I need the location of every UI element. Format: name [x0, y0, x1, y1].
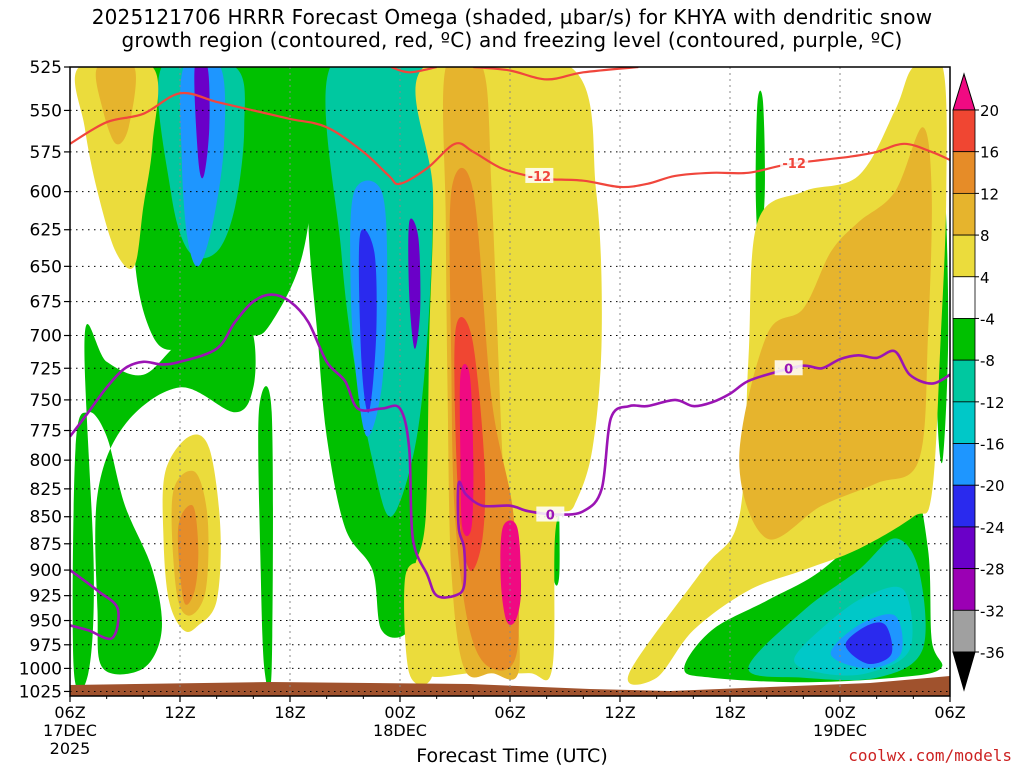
freezing-level-contour [70, 569, 120, 641]
chart-title-line1: 2025121706 HRRR Forecast Omega (shaded, … [91, 5, 933, 29]
colorbar-tick-label: -32 [980, 602, 1005, 620]
omega-region-orange-early-top [95, 67, 136, 145]
colorbar-tick-label: -24 [980, 519, 1005, 537]
contour-labels: -12 -12 0 0 [525, 155, 809, 524]
y-tick-label: 900 [30, 561, 62, 581]
y-tick-label: 650 [30, 257, 62, 277]
y-tick-label: 975 [30, 636, 62, 656]
omega-shading [72, 67, 949, 692]
omega-region-blue-late [845, 622, 893, 665]
omega-region-yellow-low-left [404, 562, 435, 686]
x-axis-label: Forecast Time (UTC) [416, 745, 608, 767]
x-tick-label: 06Z [494, 703, 525, 722]
x-tick-label: 00Z [824, 703, 855, 722]
y-tick-label: 925 [30, 587, 62, 607]
dgz-contour [390, 67, 437, 74]
omega-region-purple-mid [408, 218, 421, 349]
colorbar-tick-label: 4 [980, 269, 990, 287]
grid-lines [70, 67, 950, 696]
colorbar-tick-label: -28 [980, 561, 1005, 579]
omega-region-gold-late [739, 127, 932, 540]
y-tick-label: 775 [30, 422, 62, 442]
colorbar-tick-label: -20 [980, 477, 1005, 495]
colorbar-tick-label: -8 [980, 352, 995, 370]
colorbar-segment [952, 526, 976, 570]
colorbar-segment [952, 359, 976, 403]
y-tick-label: 700 [30, 327, 62, 347]
x-tick-label: 12Z [604, 703, 635, 722]
y-tick-label: 750 [30, 391, 62, 411]
dgz-contour [473, 67, 639, 81]
x-tick-label: 12Z [164, 703, 195, 722]
y-tick-label: 1025 [19, 682, 62, 702]
colorbar-tick-label: 12 [980, 185, 999, 203]
colorbar-segment [952, 401, 976, 444]
colorbar-segment [952, 443, 976, 486]
x-tick-date: 19DEC [813, 721, 867, 740]
colorbar-tick-label: 16 [980, 144, 999, 162]
x-tick-label: 18Z [714, 703, 745, 722]
colorbar-segment [952, 484, 976, 528]
colorbar-tick-label: 8 [980, 227, 990, 245]
freezing-level-label: 0 [546, 509, 555, 524]
omega-region-orange-early-low [177, 504, 199, 605]
x-tick-date: 17DEC [43, 721, 97, 740]
x-tick-label: 06Z [934, 703, 965, 722]
y-tick-label: 550 [30, 101, 62, 121]
colorbar-segment [952, 151, 976, 194]
y-tick-label: 800 [30, 451, 62, 471]
dgz-contour [70, 91, 950, 189]
freezing-level-label-bg [774, 360, 803, 376]
y-tick-label: 675 [30, 293, 62, 313]
x-tick-date: 18DEC [373, 721, 427, 740]
omega-region-magenta-b [500, 520, 522, 625]
x-tick-label: 00Z [384, 703, 415, 722]
y-tick-label: 725 [30, 359, 62, 379]
omega-region-yellow-early-top [74, 67, 159, 269]
chart-title-line2: growth region (contoured, red, ºC) and f… [121, 28, 903, 52]
colorbar-segment [952, 609, 976, 653]
freezing-level-label: 0 [784, 362, 793, 377]
colorbar-tick-label: -4 [980, 310, 995, 328]
dgz-contour-label-bg [525, 167, 554, 183]
dgz-contour-label-bg [780, 155, 809, 171]
colorbar-bottom-arrow [952, 651, 976, 692]
y-axis: 525 550 575 600 625 650 675 700 725 750 775 800 825 8… [19, 58, 70, 702]
source-credit: coolwx.com/models [848, 746, 1012, 765]
y-tick-label: 850 [30, 508, 62, 528]
colorbar-segment [952, 568, 976, 611]
y-tick-label: 950 [30, 612, 62, 632]
freezing-level-label-bg [536, 506, 565, 522]
chart-title: 2025121706 HRRR Forecast Omega (shaded, … [0, 6, 1024, 52]
omega-region-green-thin [258, 386, 273, 692]
x-tick-label: 06Z [54, 703, 85, 722]
y-tick-label: 575 [30, 143, 62, 163]
colorbar-tick-label: -36 [980, 644, 1005, 662]
colorbar-top-arrow [952, 72, 976, 111]
y-tick-label: 875 [30, 535, 62, 555]
colorbar-segment [952, 192, 976, 236]
colorbar-segment [952, 276, 976, 319]
colorbar-segment [952, 318, 976, 361]
y-tick-label: 525 [30, 58, 62, 78]
y-tick-label: 600 [30, 183, 62, 203]
y-tick-label: 825 [30, 480, 62, 500]
y-tick-label: 625 [30, 221, 62, 241]
x-tick-year: 2025 [50, 739, 91, 758]
colorbar-segment [952, 109, 976, 153]
colorbar-tick-label: -12 [980, 394, 1005, 412]
colorbar: 20 16 12 8 4 -4 -8 -12 -16 -20 -24 -28 -32 -36 [952, 72, 1005, 692]
dgz-contour-label: -12 [782, 157, 806, 172]
dgz-contour-label: -12 [528, 170, 552, 185]
omega-region-navy-mid [358, 229, 377, 413]
omega-region-magenta-a [459, 363, 474, 537]
colorbar-tick-label: -16 [980, 436, 1005, 454]
x-tick-label: 18Z [274, 703, 305, 722]
colorbar-segment [952, 234, 976, 278]
colorbar-tick-label: 20 [980, 102, 999, 120]
y-tick-label: 1000 [19, 659, 62, 679]
